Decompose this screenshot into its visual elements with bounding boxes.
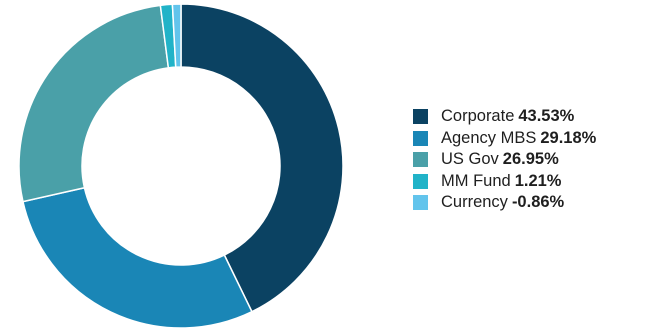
legend-value: 1.21%	[514, 171, 562, 190]
legend-item-us-gov: US Gov 26.95%	[413, 149, 596, 171]
legend-swatch	[413, 109, 428, 125]
donut-slices	[18, 3, 344, 328]
legend-item-agency-mbs: Agency MBS 29.18%	[413, 128, 596, 150]
legend-swatch	[413, 130, 428, 146]
legend-label: Currency	[441, 193, 508, 212]
legend-label: Corporate	[441, 107, 515, 126]
chart-legend: Corporate 43.53% Agency MBS 29.18% US Go…	[413, 106, 596, 214]
legend-value: 26.95%	[502, 150, 559, 169]
slice-us-gov	[18, 4, 170, 203]
slice-currency	[171, 3, 182, 68]
legend-label: US Gov	[441, 150, 499, 169]
legend-value: 29.18%	[540, 128, 597, 147]
legend-value: 43.53%	[518, 107, 575, 126]
legend-swatch	[413, 173, 428, 189]
legend-label: MM Fund	[441, 171, 511, 190]
legend-swatch	[413, 152, 428, 168]
legend-item-currency: Currency -0.86%	[413, 192, 596, 214]
legend-item-mm-fund: MM Fund 1.21%	[413, 171, 596, 193]
slice-agency-mbs	[22, 186, 253, 328]
slice-corporate	[180, 3, 344, 313]
legend-value: -0.86%	[511, 193, 565, 212]
legend-label: Agency MBS	[441, 128, 537, 147]
legend-item-corporate: Corporate 43.53%	[413, 106, 596, 128]
legend-swatch	[413, 195, 428, 211]
